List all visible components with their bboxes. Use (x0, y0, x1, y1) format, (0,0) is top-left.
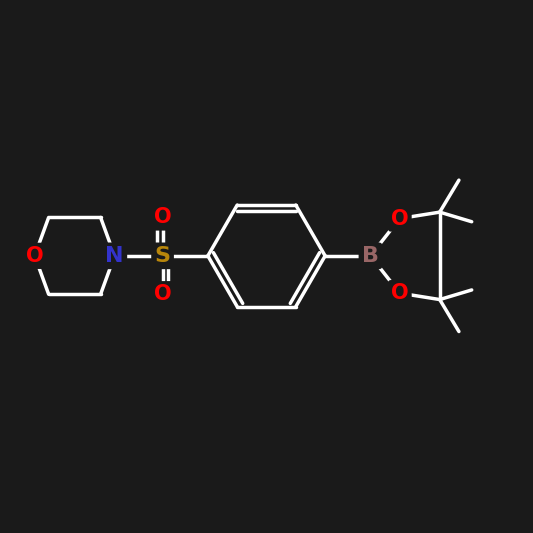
Text: O: O (391, 208, 409, 229)
Text: O: O (26, 246, 44, 266)
Text: O: O (154, 284, 172, 304)
Text: O: O (154, 207, 172, 228)
Text: N: N (106, 246, 124, 266)
Text: O: O (391, 283, 409, 303)
Text: B: B (362, 246, 379, 266)
Text: S: S (155, 246, 171, 266)
